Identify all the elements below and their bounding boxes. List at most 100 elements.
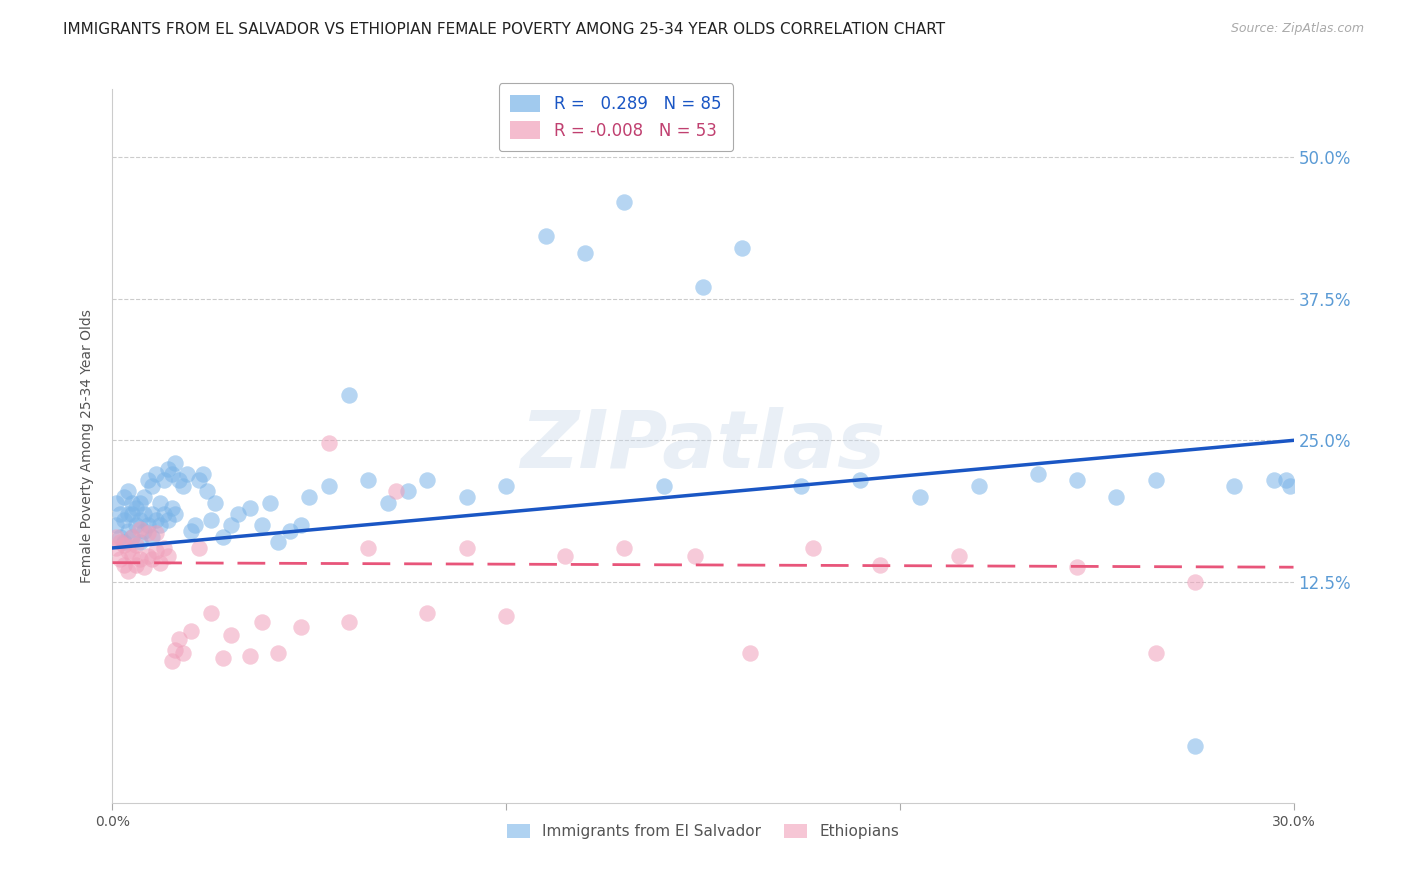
Point — [121, 549, 143, 563]
Point — [416, 606, 439, 620]
Point — [172, 478, 194, 492]
Point — [278, 524, 301, 538]
Point — [239, 501, 262, 516]
Point — [165, 507, 187, 521]
Point — [145, 526, 167, 541]
Point — [495, 608, 517, 623]
Point — [1066, 560, 1088, 574]
Point — [105, 495, 128, 509]
Point — [156, 549, 179, 563]
Point — [337, 388, 360, 402]
Point — [145, 467, 167, 482]
Point — [385, 484, 408, 499]
Point — [1105, 490, 1128, 504]
Point — [534, 229, 557, 244]
Point — [112, 535, 135, 549]
Point — [318, 478, 340, 492]
Point — [110, 507, 132, 521]
Point — [132, 560, 155, 574]
Point — [112, 537, 135, 551]
Point — [1223, 478, 1246, 492]
Point — [200, 513, 222, 527]
Point — [110, 552, 132, 566]
Point — [948, 549, 970, 563]
Point — [105, 530, 128, 544]
Point — [652, 478, 675, 492]
Point — [554, 549, 576, 563]
Point — [172, 646, 194, 660]
Point — [141, 478, 163, 492]
Point — [169, 473, 191, 487]
Point — [908, 490, 931, 504]
Point — [377, 495, 399, 509]
Text: IMMIGRANTS FROM EL SALVADOR VS ETHIOPIAN FEMALE POVERTY AMONG 25-34 YEAR OLDS CO: IMMIGRANTS FROM EL SALVADOR VS ETHIOPIAN… — [63, 22, 945, 37]
Point — [790, 478, 813, 492]
Point — [145, 544, 167, 558]
Point — [117, 564, 139, 578]
Point — [967, 478, 990, 492]
Point — [136, 549, 159, 563]
Point — [112, 558, 135, 572]
Point — [121, 530, 143, 544]
Point — [132, 524, 155, 538]
Point — [129, 495, 152, 509]
Point — [318, 435, 340, 450]
Point — [160, 654, 183, 668]
Point — [188, 473, 211, 487]
Point — [191, 467, 214, 482]
Point — [156, 513, 179, 527]
Point — [1144, 473, 1167, 487]
Point — [129, 552, 152, 566]
Point — [1144, 646, 1167, 660]
Point — [136, 518, 159, 533]
Point — [149, 556, 172, 570]
Point — [740, 646, 762, 660]
Text: ZIPatlas: ZIPatlas — [520, 407, 886, 485]
Point — [239, 648, 262, 663]
Point — [105, 518, 128, 533]
Point — [188, 541, 211, 555]
Point — [357, 541, 380, 555]
Point — [125, 518, 148, 533]
Point — [195, 484, 218, 499]
Point — [136, 473, 159, 487]
Point — [117, 484, 139, 499]
Point — [337, 615, 360, 629]
Point — [132, 490, 155, 504]
Point — [456, 541, 478, 555]
Y-axis label: Female Poverty Among 25-34 Year Olds: Female Poverty Among 25-34 Year Olds — [80, 309, 94, 583]
Point — [219, 518, 242, 533]
Point — [1184, 574, 1206, 589]
Point — [495, 478, 517, 492]
Point — [1184, 739, 1206, 754]
Point — [145, 513, 167, 527]
Point — [180, 624, 202, 638]
Point — [129, 522, 152, 536]
Point — [574, 246, 596, 260]
Point — [160, 501, 183, 516]
Point — [112, 513, 135, 527]
Point — [290, 518, 312, 533]
Point — [298, 490, 321, 504]
Point — [110, 530, 132, 544]
Point — [169, 632, 191, 646]
Point — [416, 473, 439, 487]
Point — [160, 467, 183, 482]
Point — [290, 620, 312, 634]
Point — [121, 530, 143, 544]
Point — [129, 535, 152, 549]
Point — [801, 541, 824, 555]
Point — [357, 473, 380, 487]
Point — [117, 507, 139, 521]
Point — [250, 615, 273, 629]
Point — [456, 490, 478, 504]
Point — [149, 495, 172, 509]
Point — [105, 541, 128, 555]
Point — [228, 507, 250, 521]
Point — [267, 535, 290, 549]
Point — [165, 456, 187, 470]
Point — [613, 195, 636, 210]
Point — [149, 518, 172, 533]
Point — [211, 650, 233, 665]
Point — [613, 541, 636, 555]
